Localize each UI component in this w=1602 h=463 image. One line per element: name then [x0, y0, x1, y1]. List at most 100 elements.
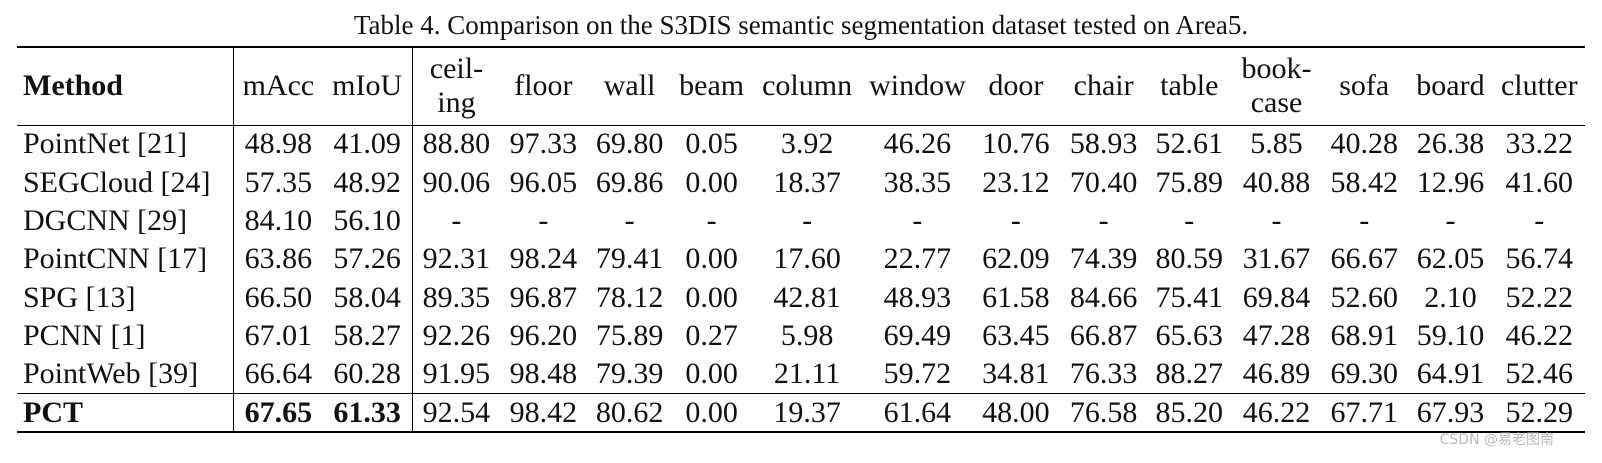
class-iou-cell: 98.42 [509, 395, 578, 429]
macc-cell: 84.10 [244, 203, 313, 237]
class-iou-cell: - [451, 203, 462, 237]
method-cell: PCT [17, 393, 235, 433]
class-iou-cell: 31.67 [1242, 242, 1311, 276]
table-row: PCNN [1] 67.01 58.27 92.26 96.20 75.89 0.27 5.9… [17, 316, 1585, 356]
class-iou-cell: 97.33 [509, 127, 578, 161]
class-iou-cell: - [706, 203, 717, 237]
col-ceiling: ceil-ing [412, 47, 500, 125]
class-iou-cell: 91.95 [422, 357, 491, 391]
miou-cell: 58.04 [322, 278, 413, 317]
class-iou-cell: 62.05 [1416, 242, 1485, 276]
miou-cell: 58.27 [322, 316, 413, 356]
class-iou-cell: 0.05 [685, 127, 738, 161]
method-cell: PointWeb [39] [17, 355, 235, 394]
class-iou-cell: 0.00 [685, 165, 738, 199]
class-iou-cell: - [1010, 203, 1021, 237]
col-miou: mIoU [322, 47, 413, 125]
class-iou-cell: 59.72 [883, 357, 952, 391]
col-method: Method [17, 47, 235, 125]
class-iou-cell: - [1359, 203, 1370, 237]
macc-cell: 66.64 [244, 357, 313, 391]
class-iou-cell: 21.11 [773, 357, 841, 391]
method-cell: PointCNN [17] [17, 240, 235, 279]
class-iou-cell: 48.00 [982, 395, 1050, 429]
class-iou-cell: 61.64 [883, 395, 952, 429]
class-iou-cell: 85.20 [1155, 395, 1224, 429]
class-iou-cell: 96.20 [509, 319, 578, 353]
class-iou-cell: 98.24 [509, 242, 578, 276]
class-iou-cell: - [1271, 203, 1282, 237]
class-iou-cell: 69.80 [595, 127, 664, 161]
class-iou-cell: 80.59 [1155, 242, 1224, 276]
class-iou-cell: - [538, 203, 549, 237]
table-row: PointCNN [17] 63.86 57.26 92.31 98.24 79.41 0.… [17, 240, 1585, 279]
class-iou-cell: 69.86 [595, 165, 664, 199]
class-iou-cell: 17.60 [773, 242, 841, 276]
method-cell: DGCNN [29] [17, 201, 235, 241]
class-iou-cell: 92.54 [422, 395, 491, 429]
class-iou-cell: 67.93 [1416, 395, 1485, 429]
class-iou-cell: 26.38 [1416, 127, 1485, 161]
header-row: Method mAcc mIoU ceil-ing floor wall bea… [17, 47, 1585, 125]
col-clutter: clutter [1500, 69, 1578, 103]
col-door: door [988, 69, 1044, 103]
class-iou-cell: 42.81 [773, 280, 841, 314]
class-iou-cell: 52.22 [1505, 280, 1574, 314]
miou-cell: 61.33 [322, 393, 413, 433]
col-floor: floor [514, 69, 573, 103]
macc-cell: 63.86 [244, 242, 313, 276]
class-iou-cell: 90.06 [422, 165, 491, 199]
col-beam: beam [679, 69, 745, 103]
class-iou-cell: 79.39 [595, 357, 664, 391]
class-iou-cell: 92.26 [422, 319, 491, 353]
table-row: SEGCloud [24] 57.35 48.92 90.06 96.05 69.86 0.… [17, 163, 1585, 202]
class-iou-cell: 0.00 [685, 395, 738, 429]
class-iou-cell: 78.12 [595, 280, 664, 314]
class-iou-cell: 66.87 [1069, 319, 1138, 353]
class-iou-cell: 62.09 [982, 242, 1050, 276]
col-macc: mAcc [242, 69, 315, 103]
class-iou-cell: 0.00 [685, 280, 738, 314]
class-iou-cell: 22.77 [883, 242, 952, 276]
class-iou-cell: 58.42 [1330, 165, 1399, 199]
results-table: Method mAcc mIoU ceil-ing floor wall bea… [17, 46, 1585, 433]
class-iou-cell: 52.61 [1155, 127, 1224, 161]
class-iou-cell: 10.76 [982, 127, 1050, 161]
class-iou-cell: - [1534, 203, 1545, 237]
class-iou-cell: 19.37 [773, 395, 841, 429]
method-cell: SPG [13] [17, 278, 235, 317]
class-iou-cell: 89.35 [422, 280, 491, 314]
class-iou-cell: 88.80 [422, 127, 491, 161]
class-iou-cell: 0.00 [685, 357, 738, 391]
class-iou-cell: 40.28 [1330, 127, 1399, 161]
class-iou-cell: 96.87 [509, 280, 578, 314]
col-bookcase: book-case [1232, 47, 1321, 125]
class-iou-cell: 65.63 [1155, 319, 1224, 353]
class-iou-cell: 46.89 [1242, 357, 1311, 391]
class-iou-cell: 59.10 [1416, 319, 1485, 353]
class-iou-cell: 79.41 [595, 242, 664, 276]
class-iou-cell: 74.39 [1069, 242, 1138, 276]
class-iou-cell: 64.91 [1416, 357, 1485, 391]
class-iou-cell: 52.46 [1505, 357, 1574, 391]
class-iou-cell: 75.89 [1155, 165, 1224, 199]
class-iou-cell: - [802, 203, 813, 237]
class-iou-cell: 0.00 [685, 242, 738, 276]
col-sofa: sofa [1339, 69, 1390, 103]
class-iou-cell: 80.62 [595, 395, 664, 429]
col-window: window [869, 69, 966, 103]
class-iou-cell: 98.48 [509, 357, 578, 391]
class-iou-cell: 0.27 [685, 319, 738, 353]
col-bookcase-line2: case [1250, 86, 1303, 120]
miou-cell: 57.26 [322, 240, 413, 279]
class-iou-cell: 67.71 [1330, 395, 1399, 429]
class-iou-cell: 52.29 [1505, 395, 1574, 429]
method-cell: PCNN [1] [17, 316, 235, 356]
class-iou-cell: 63.45 [982, 319, 1050, 353]
class-iou-cell: 68.91 [1330, 319, 1399, 353]
class-iou-cell: 41.60 [1505, 165, 1574, 199]
class-iou-cell: 40.88 [1242, 165, 1311, 199]
class-iou-cell: 2.10 [1424, 280, 1477, 314]
class-iou-cell: 75.89 [595, 319, 664, 353]
class-iou-cell: 76.33 [1069, 357, 1138, 391]
